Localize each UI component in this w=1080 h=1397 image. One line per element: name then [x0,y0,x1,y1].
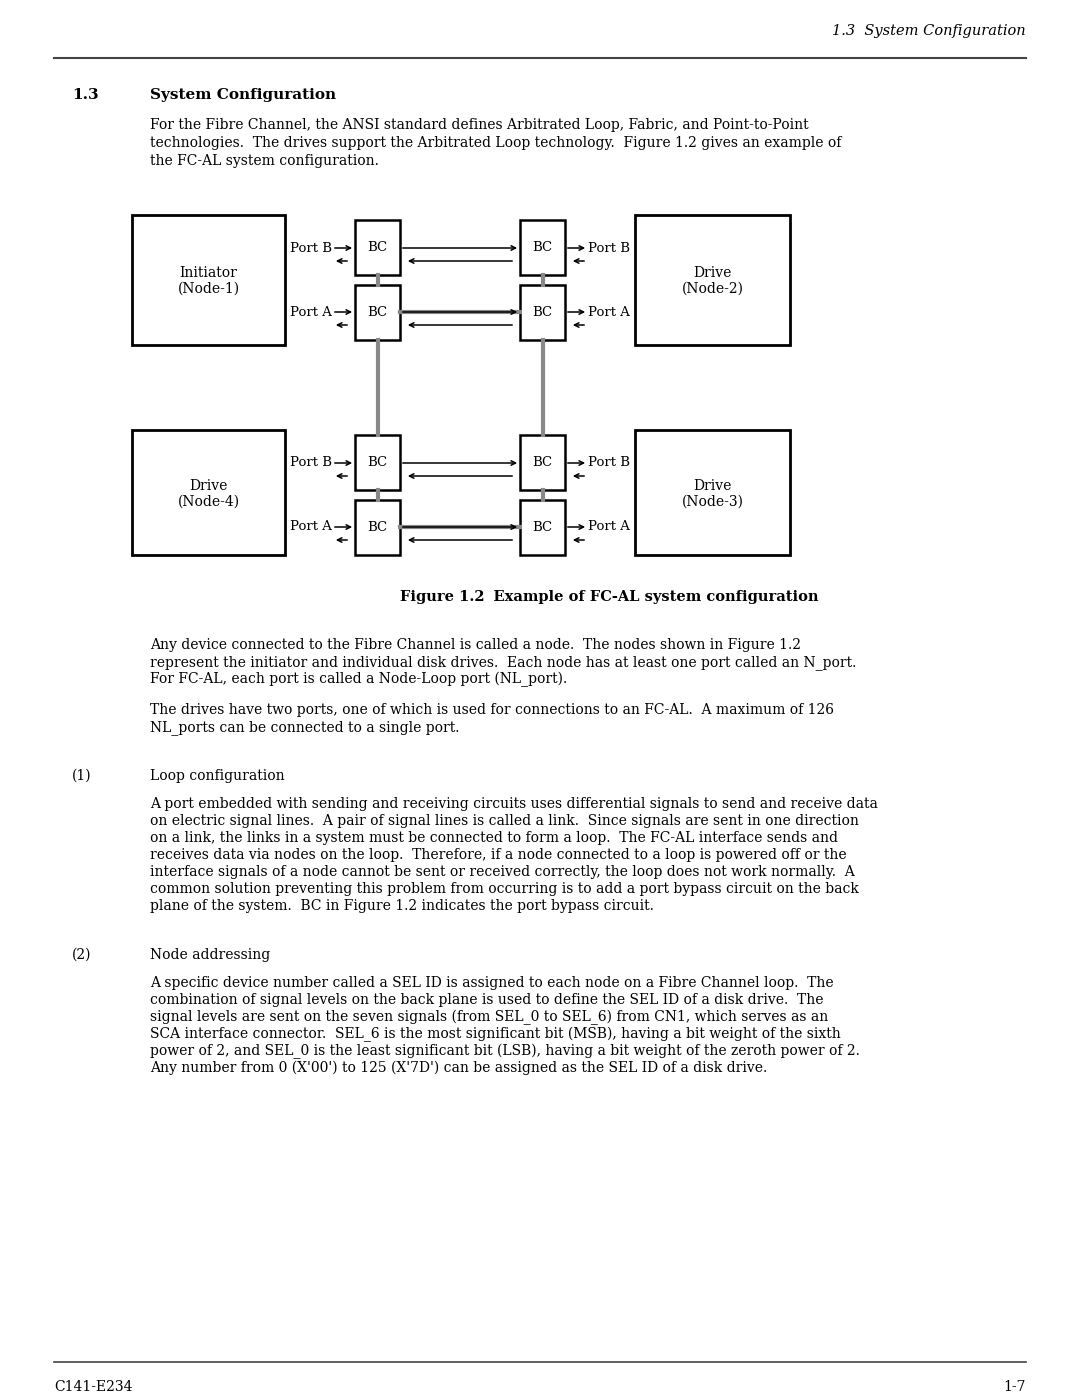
Text: receives data via nodes on the loop.  Therefore, if a node connected to a loop i: receives data via nodes on the loop. The… [150,848,847,862]
Text: on electric signal lines.  A pair of signal lines is called a link.  Since signa: on electric signal lines. A pair of sign… [150,814,859,828]
Text: plane of the system.  BC in Figure 1.2 indicates the port bypass circuit.: plane of the system. BC in Figure 1.2 in… [150,900,653,914]
Bar [132,215,285,345]
Text: Node addressing: Node addressing [150,949,270,963]
Text: (Node-1): (Node-1) [177,282,240,296]
Bar [635,215,789,345]
Text: A port embedded with sending and receiving circuits uses differential signals to: A port embedded with sending and receivi… [150,798,878,812]
Text: (Node-4): (Node-4) [177,495,240,509]
Text: power of 2, and SEL_0 is the least significant bit (LSB), having a bit weight of: power of 2, and SEL_0 is the least signi… [150,1044,860,1059]
Bar [635,430,789,555]
Text: (Node-3): (Node-3) [681,495,743,509]
Bar [355,219,400,275]
Text: common solution preventing this problem from occurring is to add a port bypass c: common solution preventing this problem … [150,882,859,895]
Text: Port B: Port B [588,457,630,469]
Text: The drives have two ports, one of which is used for connections to an FC-AL.  A : The drives have two ports, one of which … [150,703,834,717]
Text: 1.3  System Configuration: 1.3 System Configuration [833,24,1026,38]
Bar [355,285,400,339]
Text: (1): (1) [72,768,92,782]
Text: Any device connected to the Fibre Channel is called a node.  The nodes shown in : Any device connected to the Fibre Channe… [150,638,801,652]
Text: signal levels are sent on the seven signals (from SEL_0 to SEL_6) from CN1, whic: signal levels are sent on the seven sign… [150,1010,828,1025]
Text: Port A: Port A [589,306,630,319]
Text: Port A: Port A [589,521,630,534]
Text: BC: BC [367,306,388,319]
Text: A specific device number called a SEL ID is assigned to each node on a Fibre Cha: A specific device number called a SEL ID… [150,977,834,990]
Text: BC: BC [532,455,553,469]
Text: Port B: Port B [291,242,332,254]
Text: (2): (2) [72,949,92,963]
Text: BC: BC [532,306,553,319]
Text: Drive: Drive [693,479,731,493]
Bar [519,219,565,275]
Text: BC: BC [532,521,553,534]
Text: C141-E234: C141-E234 [54,1380,133,1394]
Text: (Node-2): (Node-2) [681,282,743,296]
Text: 1.3: 1.3 [72,88,98,102]
Text: NL_ports can be connected to a single port.: NL_ports can be connected to a single po… [150,719,459,735]
Bar [519,434,565,490]
Text: Example of FC-AL system configuration: Example of FC-AL system configuration [473,590,819,604]
Text: Initiator: Initiator [179,265,238,279]
Text: BC: BC [367,521,388,534]
Text: Loop configuration: Loop configuration [150,768,285,782]
Text: For FC-AL, each port is called a Node-Loop port (NL_port).: For FC-AL, each port is called a Node-Lo… [150,672,567,687]
Text: Drive: Drive [693,265,731,279]
Text: on a link, the links in a system must be connected to form a loop.  The FC-AL in: on a link, the links in a system must be… [150,831,838,845]
Text: Port A: Port A [291,521,332,534]
Text: System Configuration: System Configuration [150,88,336,102]
Bar [132,430,285,555]
Bar [355,500,400,555]
Bar [519,285,565,339]
Text: interface signals of a node cannot be sent or received correctly, the loop does : interface signals of a node cannot be se… [150,865,854,879]
Text: Port A: Port A [291,306,332,319]
Text: Any number from 0 (X'00') to 125 (X'7D') can be assigned as the SEL ID of a disk: Any number from 0 (X'00') to 125 (X'7D')… [150,1060,767,1076]
Text: For the Fibre Channel, the ANSI standard defines Arbitrated Loop, Fabric, and Po: For the Fibre Channel, the ANSI standard… [150,117,809,131]
Text: Figure 1.2: Figure 1.2 [400,590,485,604]
Text: Port B: Port B [588,242,630,254]
Text: SCA interface connector.  SEL_6 is the most significant bit (MSB), having a bit : SCA interface connector. SEL_6 is the mo… [150,1027,840,1042]
Text: BC: BC [367,455,388,469]
Text: represent the initiator and individual disk drives.  Each node has at least one : represent the initiator and individual d… [150,655,856,671]
Bar [355,434,400,490]
Text: 1-7: 1-7 [1003,1380,1026,1394]
Text: BC: BC [367,242,388,254]
Bar [519,500,565,555]
Text: BC: BC [532,242,553,254]
Text: Drive: Drive [189,479,228,493]
Text: the FC-AL system configuration.: the FC-AL system configuration. [150,154,379,168]
Text: combination of signal levels on the back plane is used to define the SEL ID of a: combination of signal levels on the back… [150,993,824,1007]
Text: Port B: Port B [291,457,332,469]
Text: technologies.  The drives support the Arbitrated Loop technology.  Figure 1.2 gi: technologies. The drives support the Arb… [150,136,841,149]
